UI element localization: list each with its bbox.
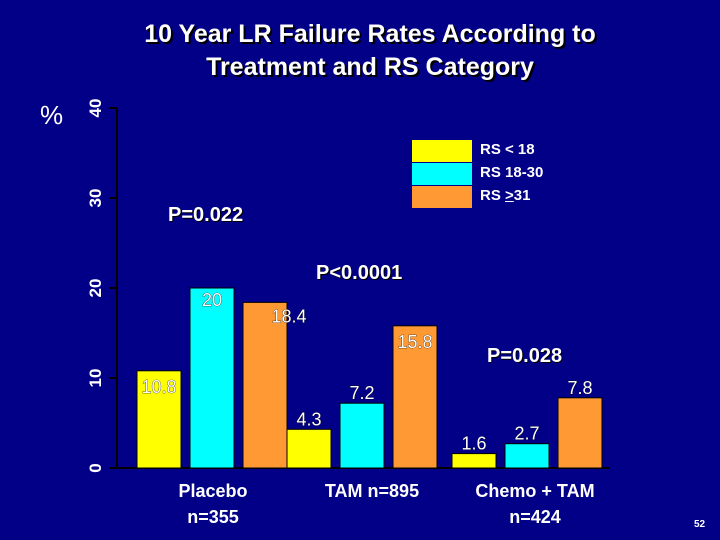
- y-tick-label-20: 20: [86, 279, 105, 298]
- legend-label-rs-mid: RS 18-30: [480, 164, 544, 181]
- y-axis-unit-label: %: [40, 100, 64, 130]
- bar-rs-high-group-2: [392, 325, 438, 469]
- data-label-rs-low-group-1: 10.8: [141, 377, 176, 397]
- category-label-2-line-1: TAM n=895: [325, 481, 419, 501]
- legend-swatch-rs-low: [412, 140, 472, 162]
- bar-rs-mid-group-1: [189, 287, 235, 469]
- category-label-1-line-2: n=355: [187, 507, 239, 527]
- chart-title-line-1: 10 Year LR Failure Rates According to: [144, 20, 596, 48]
- p-value-tam: P<0.0001: [316, 262, 403, 284]
- bar-rs-low-group-3: [451, 453, 497, 469]
- bar-rs-high-group-3: [557, 397, 603, 469]
- category-label-3-line-1: Chemo + TAM: [475, 481, 594, 501]
- bar-rs-high-group-1: [242, 301, 288, 469]
- bar-rs-low-group-1: [136, 370, 182, 469]
- legend-label-rs-high: RS >31: [480, 187, 531, 204]
- y-tick-label-30: 30: [86, 189, 105, 208]
- slide-number: 52: [694, 519, 706, 530]
- data-label-rs-mid-group-2: 7.2: [349, 383, 374, 403]
- y-tick-label-10: 10: [86, 369, 105, 388]
- bar-rs-mid-group-3: [504, 443, 550, 469]
- legend-swatch-rs-high: [412, 186, 472, 208]
- data-label-rs-high-group-1: 18.4: [271, 306, 306, 326]
- p-value-chemo-tam: P=0.028: [487, 345, 563, 367]
- y-tick-label-40: 40: [86, 99, 105, 118]
- data-label-rs-high-group-2: 15.8: [397, 332, 432, 352]
- y-tick-label-0: 0: [86, 463, 105, 472]
- bar-rs-low-group-2: [286, 428, 332, 469]
- data-label-rs-high-group-3: 7.8: [567, 378, 592, 398]
- category-label-3-line-2: n=424: [509, 507, 561, 527]
- data-label-rs-low-group-2: 4.3: [296, 409, 321, 429]
- legend-swatch-rs-mid: [412, 163, 472, 185]
- chart-title-line-2: Treatment and RS Category: [206, 53, 534, 81]
- category-label-1-line-1: Placebo: [178, 481, 247, 501]
- data-label-rs-mid-group-3: 2.7: [514, 424, 539, 444]
- bar-rs-mid-group-2: [339, 402, 385, 469]
- data-label-rs-mid-group-1: 20: [202, 290, 222, 310]
- chart-title: 10 Year LR Failure Rates According to Tr…: [50, 18, 690, 84]
- p-value-placebo: P=0.022: [168, 204, 244, 226]
- data-label-rs-low-group-3: 1.6: [461, 434, 486, 454]
- legend-label-rs-low: RS < 18: [480, 141, 535, 158]
